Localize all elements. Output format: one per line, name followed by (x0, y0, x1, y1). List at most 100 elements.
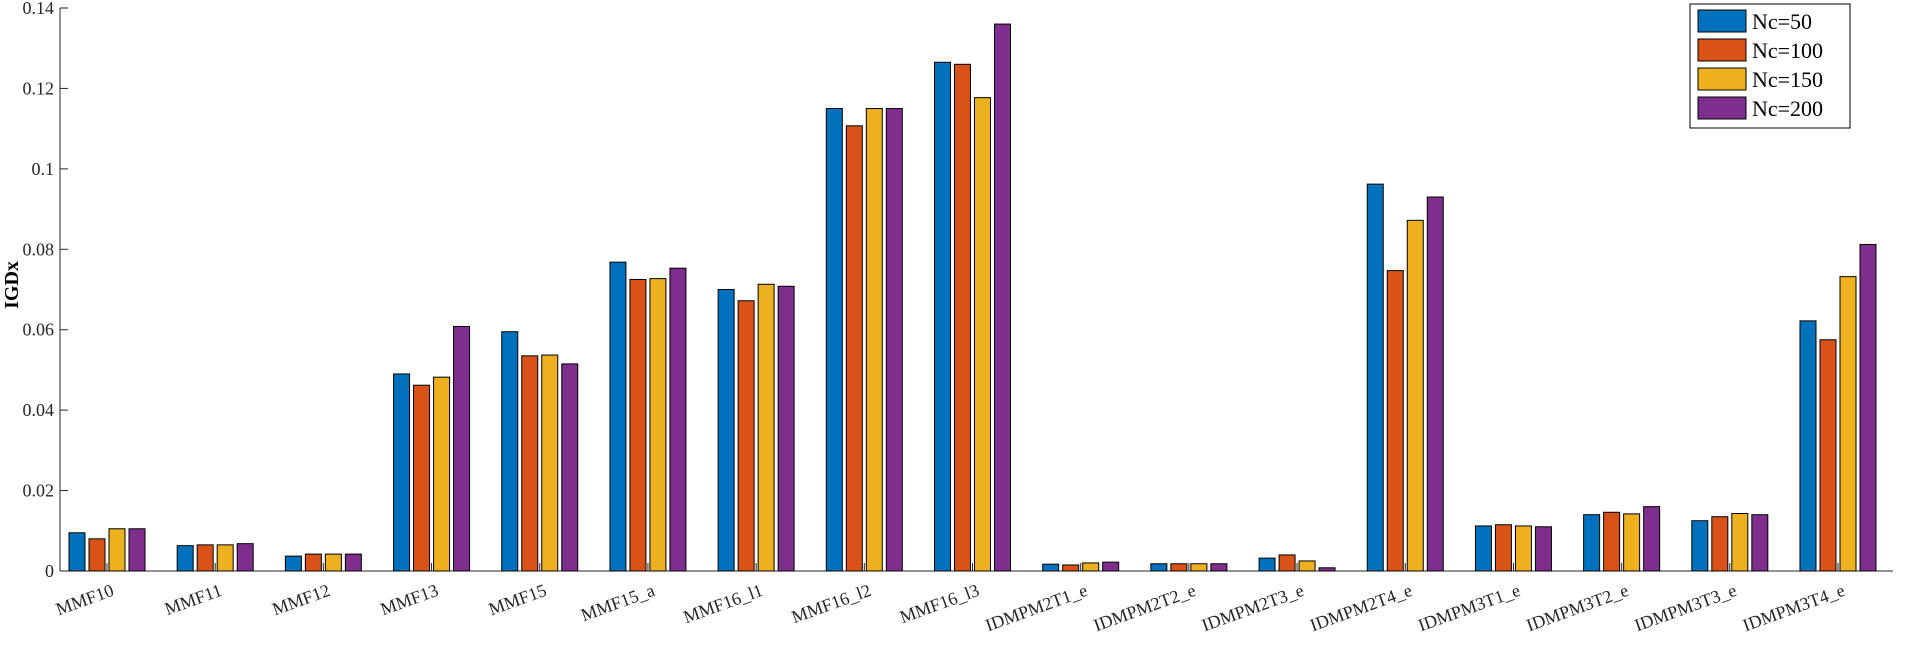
bar (1082, 562, 1100, 572)
bar (236, 543, 254, 572)
x-tick-label: MMF11 (162, 580, 225, 619)
bar (825, 108, 843, 572)
bar (1170, 563, 1188, 572)
x-tick-label: IDMPM3T1_e (1415, 580, 1522, 635)
bar (1711, 516, 1729, 572)
bar (885, 108, 903, 572)
bar (196, 544, 214, 572)
y-tick-label: 0.08 (23, 239, 55, 259)
bar (1102, 561, 1120, 572)
legend-swatch (1697, 38, 1747, 62)
bar (1799, 320, 1817, 572)
axes: 0 0.02 0.04 0.06 0.08 0.1 0.12 0.14 (23, 0, 1893, 581)
x-tick-label: IDMPM2T1_e (983, 580, 1090, 635)
x-tick-label: MMF10 (53, 580, 116, 619)
bar (1366, 183, 1384, 572)
legend-label: Nc=200 (1752, 96, 1823, 121)
bar (68, 532, 86, 572)
x-tick-label: IDMPM3T4_e (1740, 580, 1847, 635)
bar (1731, 512, 1749, 572)
bar (501, 331, 519, 572)
x-tick-label: MMF12 (269, 580, 332, 619)
bar (974, 97, 991, 572)
x-tick-label: IDMPM2T4_e (1307, 580, 1414, 635)
bar (108, 528, 126, 572)
bar (865, 108, 883, 572)
legend: Nc=50 Nc=100 Nc=150 Nc=200 (1689, 3, 1851, 129)
bar (88, 538, 106, 572)
bar (1494, 524, 1512, 572)
bar (1426, 196, 1444, 572)
x-tick-label: MMF16_l3 (897, 580, 982, 627)
bar (934, 61, 951, 572)
bar (629, 278, 647, 572)
bar (1751, 514, 1769, 572)
legend-swatch (1697, 67, 1747, 91)
bar (717, 289, 735, 572)
bar (1839, 276, 1857, 572)
y-tick-label: 0.02 (23, 481, 55, 501)
y-tick-label: 0 (45, 561, 54, 581)
bar (1062, 564, 1080, 572)
legend-label: Nc=150 (1752, 67, 1823, 92)
bar (128, 528, 146, 572)
bar (216, 544, 234, 572)
bar (1514, 525, 1532, 572)
bar (1859, 243, 1877, 572)
bar (1210, 563, 1228, 572)
bar (669, 267, 687, 572)
category-labels: MMF10 MMF11 MMF12 MMF13 MMF15 MMF15_a MMF16_l1… (53, 580, 1847, 635)
legend-label: Nc=50 (1752, 9, 1812, 34)
legend-swatch (1697, 9, 1747, 33)
bar (1623, 513, 1641, 572)
bar (521, 355, 539, 572)
bar (994, 23, 1011, 572)
x-tick-label: IDMPM2T2_e (1091, 580, 1198, 635)
bar (1042, 563, 1060, 572)
bar (344, 553, 362, 572)
x-tick-label: MMF15 (486, 580, 549, 619)
bar (737, 300, 755, 572)
x-tick-label: IDMPM3T3_e (1632, 580, 1739, 635)
bar (1534, 526, 1552, 572)
bar (845, 125, 863, 572)
bar (1386, 270, 1404, 572)
bar (1603, 511, 1621, 572)
x-tick-label: MMF13 (378, 580, 441, 619)
bar (1474, 525, 1492, 572)
bar (1318, 567, 1336, 572)
x-tick-label: MMF16_l2 (789, 580, 874, 627)
y-tick-label: 0.04 (23, 400, 55, 420)
bar (1298, 560, 1316, 572)
x-tick-label: IDMPM2T3_e (1199, 580, 1306, 635)
y-tick-label: 0.1 (32, 159, 55, 179)
bar (176, 545, 194, 572)
x-tick-label: IDMPM3T2_e (1524, 580, 1631, 635)
legend-swatch (1697, 96, 1747, 120)
y-tick-label: 0.06 (23, 320, 55, 340)
bar (609, 261, 627, 572)
bar (1819, 339, 1837, 572)
x-tick-label: MMF15_a (578, 580, 657, 625)
bar (777, 285, 795, 572)
bar (1406, 219, 1424, 572)
bar (561, 363, 579, 572)
bar (1258, 557, 1276, 572)
bar (433, 376, 451, 572)
y-axis-title: IGDx (1, 261, 23, 309)
bar (1691, 520, 1709, 572)
bar (1278, 554, 1296, 572)
y-tick-label: 0.12 (23, 78, 55, 98)
bar (284, 555, 302, 572)
bar (954, 63, 971, 572)
legend-label: Nc=100 (1752, 38, 1823, 63)
bar (324, 553, 342, 572)
bar (413, 384, 431, 572)
bar (1190, 563, 1208, 572)
bar (393, 373, 411, 572)
bar (649, 278, 667, 572)
x-tick-label: MMF16_l1 (681, 580, 766, 627)
bar (1150, 563, 1168, 572)
y-tick-label: 0.14 (23, 0, 55, 18)
